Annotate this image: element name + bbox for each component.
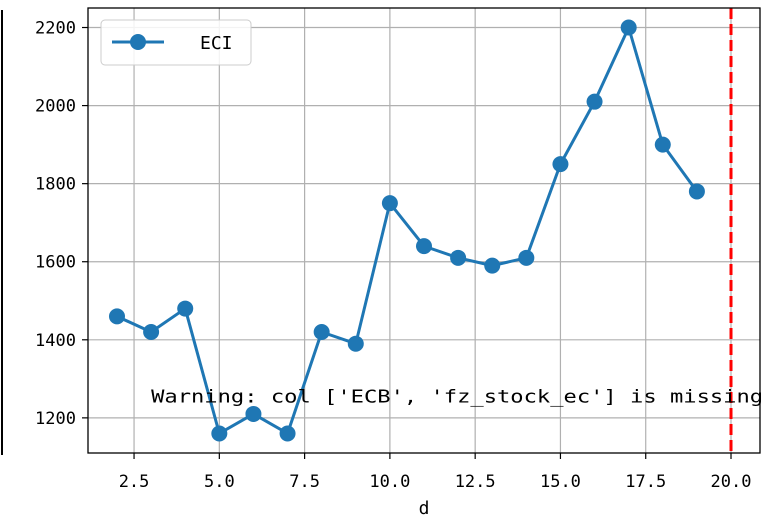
x-tick-label: 2.5 <box>119 472 150 492</box>
data-point <box>518 249 535 266</box>
plot-frame <box>87 7 761 454</box>
x-tick-label: 10.0 <box>369 472 410 492</box>
y-tick-label: 1200 <box>35 409 76 429</box>
y-tick-label: 2000 <box>35 97 76 117</box>
x-tick-label: 20.0 <box>711 472 752 492</box>
ticks: 2.5 5.0 7.5 10.0 12.5 15.0 17.5 20.0 1200 1400 160… <box>35 19 751 492</box>
data-point <box>416 238 432 255</box>
warning-annotation: Warning: col ['ECB', 'fz_stock_ec'] is m… <box>151 386 763 407</box>
data-point <box>654 136 671 153</box>
data-point <box>279 425 296 442</box>
legend-box <box>100 19 252 66</box>
y-tick-label: 1400 <box>35 331 76 351</box>
data-point <box>211 425 228 442</box>
x-tick-label: 5.0 <box>204 472 235 492</box>
legend-label-eci: ECI <box>200 33 233 54</box>
y-tick-label: 2200 <box>35 19 76 39</box>
grid <box>88 8 760 453</box>
x-tick-label: 17.5 <box>625 472 666 492</box>
data-point <box>143 323 160 340</box>
data-point <box>620 19 637 36</box>
data-point <box>177 300 194 317</box>
data-point <box>484 257 501 274</box>
x-tick-label: 12.5 <box>455 472 496 492</box>
data-point <box>245 405 262 422</box>
data-point <box>108 308 125 325</box>
data-point <box>552 156 569 173</box>
y-tick-label: 1800 <box>35 175 76 195</box>
data-point <box>347 335 364 352</box>
legend-marker-swatch <box>130 34 146 50</box>
x-tick-label: 15.0 <box>540 472 581 492</box>
data-point <box>586 93 603 110</box>
series-layer <box>108 19 705 442</box>
x-axis-label: d <box>419 498 430 519</box>
y-tick-label: 1600 <box>35 253 76 273</box>
x-tick-label: 7.5 <box>289 472 320 492</box>
data-point <box>381 195 398 212</box>
data-point <box>450 249 467 266</box>
legend: ECI <box>100 19 252 66</box>
series-line-eci <box>116 26 699 435</box>
data-point <box>688 183 705 200</box>
data-point <box>313 323 330 340</box>
